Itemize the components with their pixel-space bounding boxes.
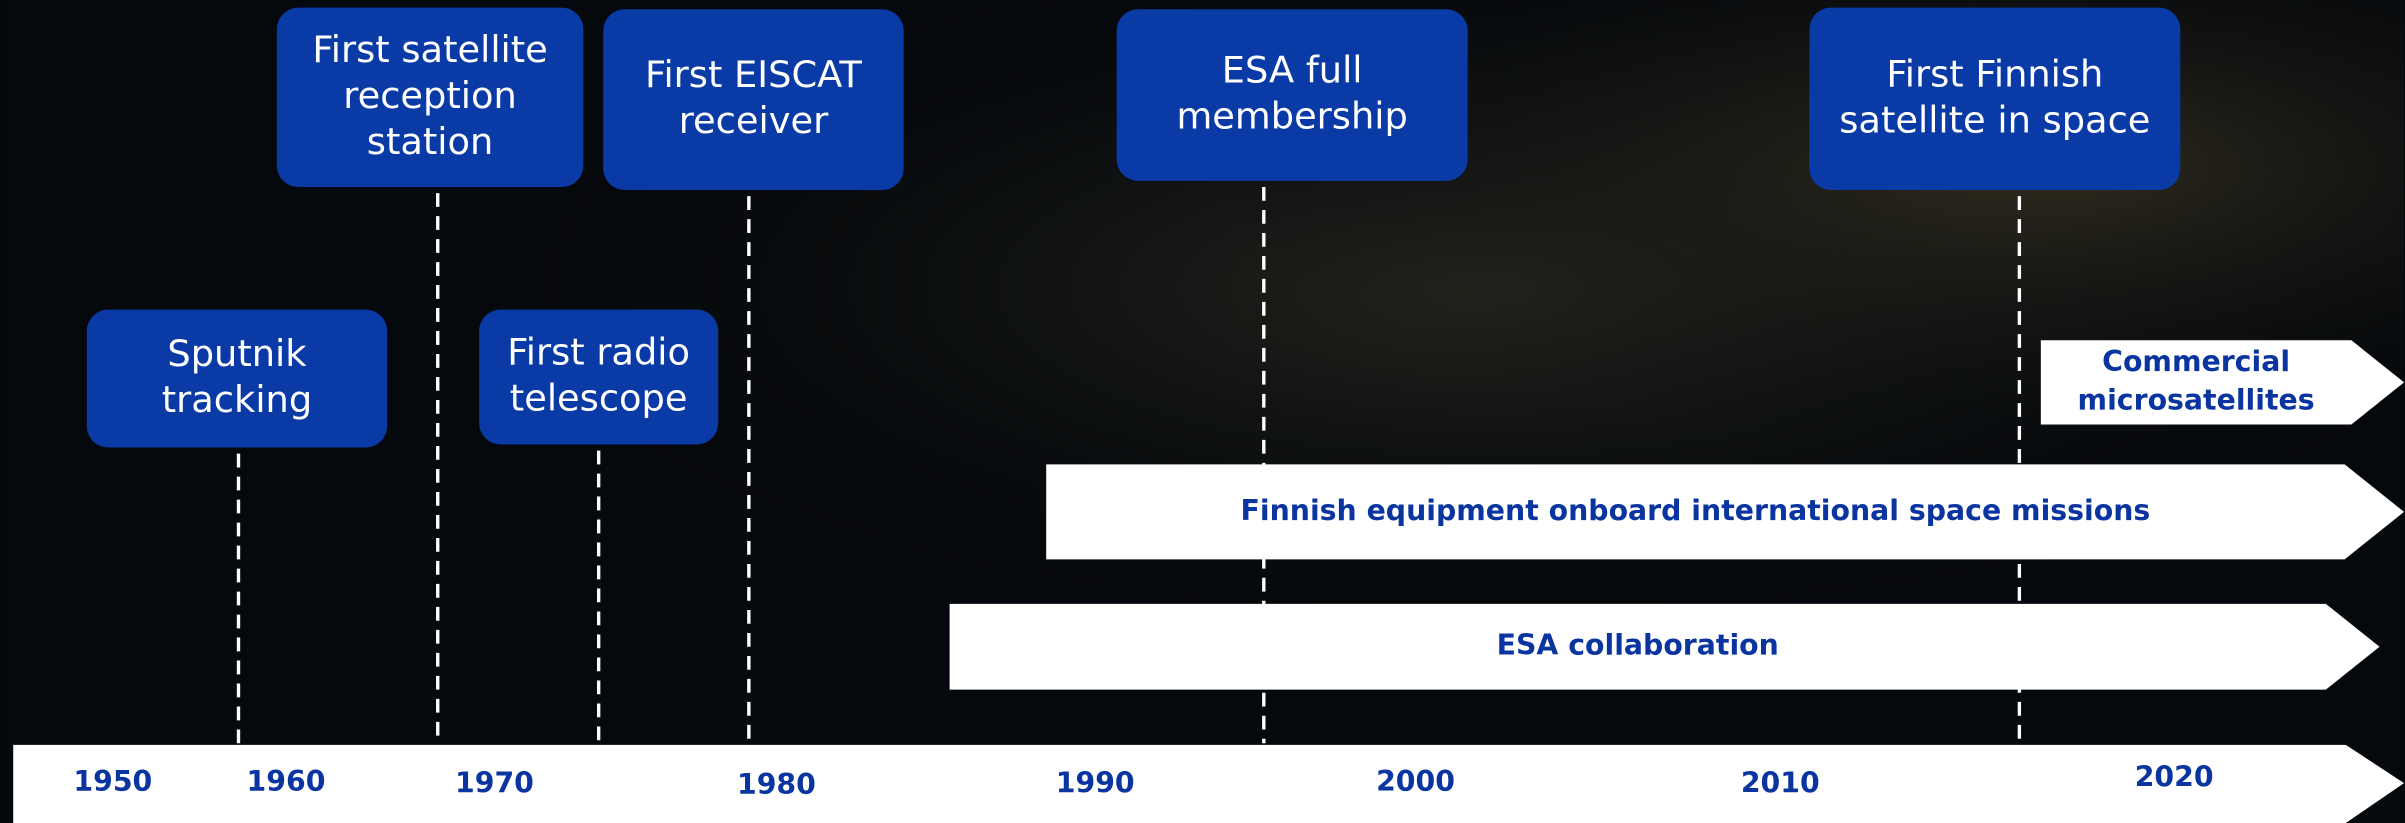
event-label-line: First EISCAT [645,53,862,96]
event-label-line: reception [343,74,517,117]
year-label: 2000 [1376,765,1455,798]
axis-arrow [13,745,2404,823]
event-label-line: satellite in space [1839,98,2150,141]
timeline: Commercial microsatellites Finnish equipme… [0,0,2405,823]
period-label: Finnish equipment onboard international … [1241,494,2151,527]
period-label-line: microsatellites [2078,384,2315,417]
year-label: 1990 [1056,767,1135,800]
year-label: 2010 [1741,767,1820,800]
event-label-line: membership [1176,95,1407,138]
event-label-line: tracking [162,378,312,421]
event-label-line: station [367,120,494,163]
year-label: 1970 [455,767,534,800]
period-label-line: ESA collaboration [1497,629,1779,662]
period-label: ESA collaboration [1497,629,1779,662]
year-label: 2020 [2135,761,2214,794]
period-label-line: Finnish equipment onboard international … [1241,494,2151,527]
event-label-line: First radio [507,331,690,374]
page: {"events": [ {"lines": ["Sputnik", "trac… [0,0,2405,823]
event-label-line: Sputnik [167,332,307,375]
event-label-line: First satellite [312,28,547,71]
year-label: 1950 [73,765,152,798]
year-label: 1980 [737,768,816,801]
event-label-line: telescope [510,377,688,420]
event-label-line: First Finnish [1886,52,2103,95]
event-label-line: ESA full [1222,49,1363,92]
event-label-line: receiver [679,99,829,142]
year-label: 1960 [247,765,326,798]
period-label-line: Commercial [2102,345,2290,378]
